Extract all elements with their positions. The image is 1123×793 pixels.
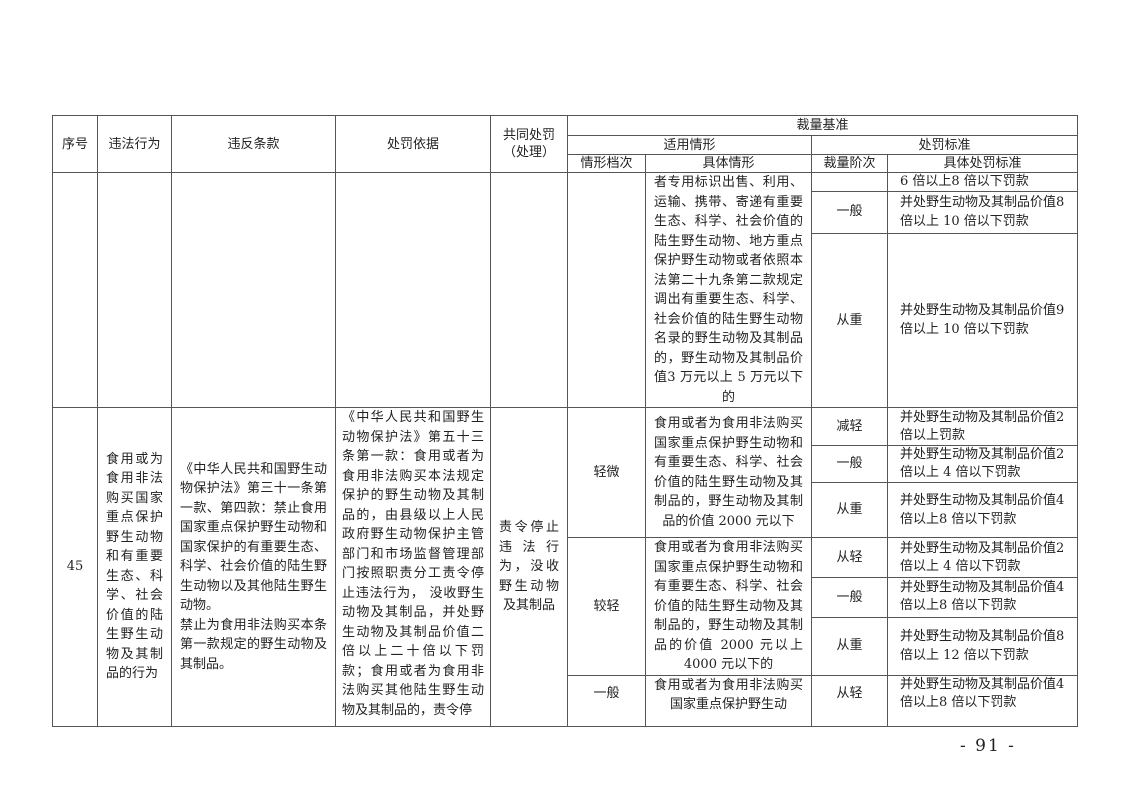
header-detail: 具体处罚标准 (886, 154, 1079, 173)
header-level: 裁量阶次 (811, 154, 888, 173)
level-cell: 从重 (811, 482, 888, 538)
table-row: 从重 并处野生动物及其制品价值9 倍以上 10 倍以下罚款 (53, 232, 1079, 409)
table-row: 者专用标识出售、利用、运输、携带、寄递有重要生态、科学、社会价值的陆生野生动物、… (52, 172, 1079, 408)
situation-cell: 食用或者为食用非法购买国家重点保护野生动物和有重要生态、科学、社会价值的陆生野生… (645, 407, 812, 538)
table-row: 从重 并处野生动物及其制品价值4 倍以上8 倍以下罚款 (53, 482, 1079, 538)
table-row: 从重 并处野生动物及其制品价值8 倍以上 12 倍以下罚款 (53, 616, 1079, 676)
header-clause: 违反条款 (171, 115, 336, 173)
grade-cell: 轻微 (567, 407, 646, 538)
clause-cell: 《中华人民共和国野生动物保护法》第三十一条第一款、第四款：禁止食用国家重点保护野… (171, 407, 336, 727)
level-cell: 一般 (811, 577, 888, 618)
level-cell (811, 172, 888, 192)
empty-cell (52, 172, 98, 408)
header-situation: 具体情形 (645, 154, 812, 173)
table-row: 一般 食用或者为食用非法购买国家重点保护野生动 从轻 并处野生动物及其制品价值4… (53, 674, 1079, 727)
common-cell: 责令停止违法行为，没收野生动物及其制品 (490, 407, 568, 727)
table-row: 45 食用或为食用非法购买国家重点保护野生动物和有重要生态、科学、社会价值的陆生… (52, 407, 1079, 727)
table-row: 一般 并处野生动物及其制品价值2 倍以上 4 倍以下罚款 (53, 445, 1079, 483)
standard-cell: 6 倍以上8 倍以下罚款 (886, 172, 1079, 192)
level-cell: 一般 (811, 445, 888, 483)
grade-cell: 一般 (567, 674, 646, 727)
empty-cell (567, 172, 646, 408)
standard-cell: 并处野生动物及其制品价值8 倍以上 10 倍以下罚款 (886, 190, 1079, 234)
header-act: 违法行为 (97, 115, 172, 173)
situation-cell: 食用或者为食用非法购买国家重点保护野生动物和有重要生态、科学、社会价值的陆生野生… (645, 537, 812, 676)
standard-cell: 并处野生动物及其制品价值2 倍以上 4 倍以下罚款 (886, 445, 1079, 483)
level-cell: 从重 (811, 232, 888, 409)
empty-cell (490, 172, 568, 408)
empty-cell (97, 172, 172, 408)
standard-cell: 并处野生动物及其制品价值4 倍以上8 倍以下罚款 (886, 674, 1079, 727)
level-cell: 从轻 (811, 536, 888, 579)
header-basis: 处罚依据 (335, 115, 491, 173)
empty-cell (335, 172, 491, 408)
grade-cell: 较轻 (567, 537, 646, 676)
standard-cell: 并处野生动物及其制品价值2 倍以上 4 倍以下罚款 (886, 536, 1079, 579)
page-number: - 91 - (960, 736, 1016, 756)
standard-cell: 并处野生动物及其制品价值2 倍以上罚款 (886, 407, 1079, 446)
table-row: 一般 并处野生动物及其制品价值4 倍以上8 倍以下罚款 (53, 577, 1079, 618)
standard-cell: 并处野生动物及其制品价值8 倍以上 12 倍以下罚款 (886, 616, 1079, 676)
situation-cell: 者专用标识出售、利用、运输、携带、寄递有重要生态、科学、社会价值的陆生野生动物、… (645, 172, 812, 408)
table-row: 较轻 食用或者为食用非法购买国家重点保护野生动物和有重要生态、科学、社会价值的陆… (53, 536, 1079, 676)
seq-cell: 45 (52, 407, 98, 727)
act-cell: 食用或为食用非法购买国家重点保护野生动物和有重要生态、科学、社会价值的陆生野生动… (97, 407, 172, 727)
standard-cell: 并处野生动物及其制品价值9 倍以上 10 倍以下罚款 (886, 232, 1079, 409)
level-cell: 从轻 (811, 674, 888, 727)
level-cell: 从重 (811, 616, 888, 676)
header-discretion: 裁量基准 (566, 115, 1079, 136)
standard-cell: 并处野生动物及其制品价值4 倍以上8 倍以下罚款 (886, 577, 1079, 618)
header-applicable: 适用情形 (567, 135, 812, 155)
header-seq: 序号 (52, 115, 98, 173)
header-standard: 处罚标准 (810, 135, 1079, 155)
level-cell: 减轻 (811, 407, 888, 446)
basis-cell: 《中华人民共和国野生动物保护法》第五十三条第一款：食用或者为食用非法购买本法规定… (335, 407, 491, 727)
standard-cell: 并处野生动物及其制品价值4 倍以上8 倍以下罚款 (886, 482, 1079, 538)
header-grade: 情形档次 (567, 154, 646, 173)
header-common: 共同处罚（处理） (490, 115, 568, 173)
table-row: 一般 并处野生动物及其制品价值8 倍以上 10 倍以下罚款 (53, 190, 1079, 234)
situation-cell: 食用或者为食用非法购买国家重点保护野生动 (645, 674, 812, 727)
penalty-discretion-table: 序号 违法行为 违反条款 处罚依据 共同处罚（处理） 裁量基准 适用情形 处罚标… (52, 115, 1079, 727)
level-cell: 一般 (811, 190, 888, 234)
empty-cell (171, 172, 336, 408)
